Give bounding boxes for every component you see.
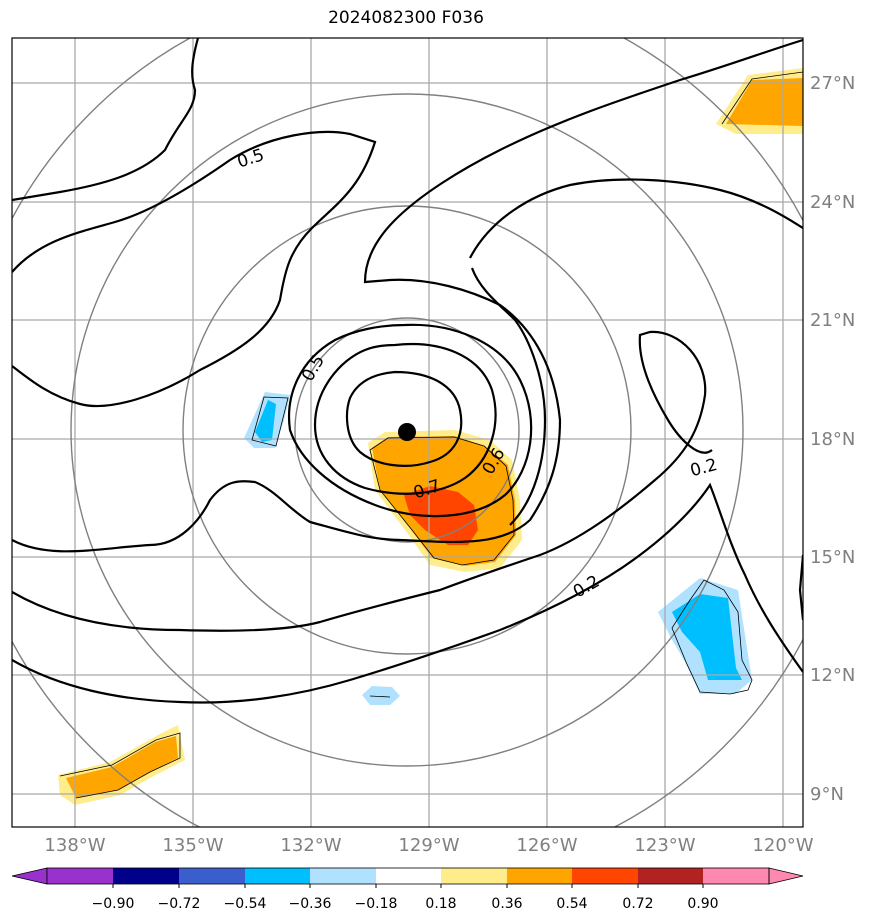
lon-label: 129°W <box>398 835 459 856</box>
colorbar-segment <box>310 868 376 884</box>
lon-label: 135°W <box>162 835 223 856</box>
cool-anomaly-east-mid <box>672 594 742 680</box>
colorbar-segment <box>179 868 245 884</box>
colorbar-tick-label: −0.90 <box>92 896 135 912</box>
colorbar-tick-label: 0.18 <box>425 896 456 912</box>
contour-label: 0.2 <box>570 572 603 603</box>
colorbar-tick-label: 0.36 <box>491 896 522 912</box>
colorbar-tick-label: 0.90 <box>687 896 718 912</box>
range-rings <box>12 38 803 827</box>
lat-label: 15°N <box>810 547 855 568</box>
map-title: 2024082300 F036 <box>328 8 484 28</box>
colorbar-segment <box>245 868 310 884</box>
lon-label: 132°W <box>280 835 341 856</box>
contour-label: 0.5 <box>298 352 329 385</box>
colorbar-tick-label: −0.18 <box>355 896 398 912</box>
cool-anomaly-south-light <box>362 686 400 705</box>
lat-label: 27°N <box>810 73 855 94</box>
contours <box>12 38 803 704</box>
map-border <box>11 37 804 828</box>
colorbar-tick-label: 0.72 <box>622 896 653 912</box>
colorbar: −0.90 −0.72 −0.54 −0.36 −0.18 0.18 0.36 … <box>11 867 804 912</box>
lat-label: 9°N <box>810 784 844 805</box>
colorbar-segment <box>376 868 441 884</box>
shaded-outlines <box>59 71 803 799</box>
colorbar-extend-low <box>11 867 48 885</box>
warm-anomaly-sw-mid <box>66 736 178 798</box>
lat-label: 12°N <box>810 665 855 686</box>
colorbar-segment <box>703 868 769 884</box>
storm-center-marker <box>398 423 416 441</box>
lat-label: 18°N <box>810 429 855 450</box>
lon-label: 123°W <box>634 835 695 856</box>
lon-label: 138°W <box>44 835 105 856</box>
lat-label: 24°N <box>810 192 855 213</box>
latitude-labels: 27°N 24°N 21°N 18°N 15°N 12°N 9°N <box>810 73 855 805</box>
colorbar-segment <box>507 868 572 884</box>
contour-label: 0.5 <box>235 145 267 172</box>
lat-label: 21°N <box>810 310 855 331</box>
colorbar-segment <box>441 868 507 884</box>
colorbar-extend-high <box>768 867 804 885</box>
graticule <box>12 38 803 827</box>
colorbar-segment <box>572 868 638 884</box>
longitude-labels: 138°W 135°W 132°W 129°W 126°W 123°W 120°… <box>44 835 813 856</box>
colorbar-segment <box>113 868 179 884</box>
contour-label: 0.2 <box>688 455 719 481</box>
warm-anomaly-ne-mid <box>726 78 803 126</box>
lon-label: 120°W <box>752 835 813 856</box>
colorbar-tick-label: −0.54 <box>224 896 267 912</box>
colorbar-segment <box>638 868 703 884</box>
colorbar-tick-label: −0.36 <box>289 896 332 912</box>
cool-anomaly-west-mid <box>255 400 276 442</box>
lon-label: 126°W <box>516 835 577 856</box>
colorbar-tick-label: 0.54 <box>556 896 587 912</box>
colorbar-tick-label: −0.72 <box>158 896 201 912</box>
colorbar-segment <box>47 868 113 884</box>
